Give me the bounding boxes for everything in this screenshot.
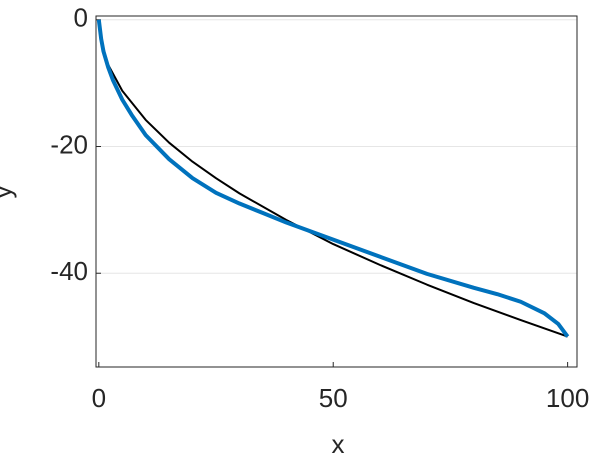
x-tick-label: 0 bbox=[92, 383, 106, 413]
y-axis-label: y bbox=[0, 186, 17, 199]
x-axis-label: x bbox=[332, 429, 345, 459]
y-tick-label: -20 bbox=[50, 129, 88, 159]
y-tick-label: -40 bbox=[50, 256, 88, 286]
axes-box bbox=[95, 15, 578, 368]
y-tick-label: 0 bbox=[74, 3, 88, 33]
x-tick-label: 50 bbox=[319, 383, 348, 413]
data-line bbox=[97, 19, 568, 338]
x-tick-label: 100 bbox=[546, 383, 589, 413]
plot-area bbox=[96, 16, 577, 367]
data-line bbox=[96, 19, 570, 338]
